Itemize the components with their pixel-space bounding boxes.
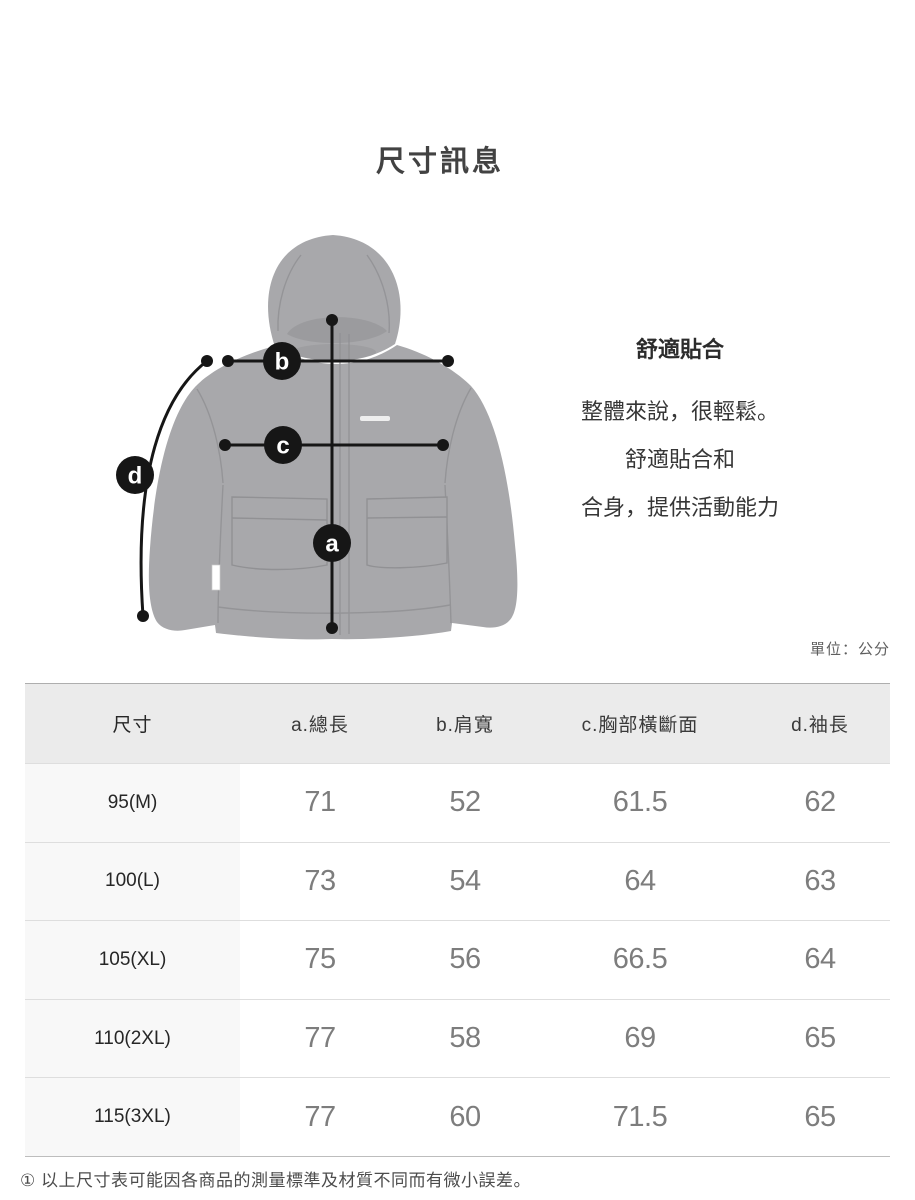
size-label: 95(M)	[25, 764, 240, 842]
hem-tag	[211, 564, 221, 591]
table-row: 105(XL) 75 56 66.5 64	[25, 921, 890, 1000]
table-row: 115(3XL) 77 60 71.5 65	[25, 1078, 890, 1156]
chest-logo	[360, 416, 390, 421]
size-table: 尺寸 a.總長 b.肩寬 c.胸部橫斷面 d.袖長 95(M) 71 52 61…	[25, 683, 890, 1157]
fit-line: 合身，提供活動能力	[580, 495, 779, 520]
value-total-length: 77	[304, 1022, 336, 1055]
fit-heading: 舒適貼合	[635, 337, 724, 362]
marker-a-label: a	[325, 530, 339, 557]
value-chest: 64	[624, 864, 656, 897]
value-total-length: 71	[304, 786, 336, 819]
measure-line-c	[219, 439, 449, 451]
column-header-sleeve: d.袖長	[791, 715, 849, 736]
value-sleeve: 63	[804, 864, 836, 897]
size-label: 110(2XL)	[25, 999, 240, 1078]
value-total-length: 75	[304, 943, 336, 976]
value-chest: 66.5	[612, 943, 668, 976]
marker-d: d	[116, 456, 154, 494]
column-header-chest: c.胸部橫斷面	[581, 715, 699, 736]
table-row: 95(M) 71 52 61.5 62	[25, 764, 890, 843]
column-header-shoulder: b.肩寬	[436, 715, 494, 736]
fit-line: 整體來說，很輕鬆。	[580, 399, 779, 424]
value-chest: 61.5	[612, 786, 668, 819]
value-sleeve: 65	[804, 1022, 836, 1055]
table-row: 100(L) 73 54 64 63	[25, 842, 890, 922]
measure-line-d	[137, 355, 213, 622]
value-sleeve: 65	[804, 1100, 836, 1133]
value-shoulder: 52	[449, 786, 481, 819]
unit-label: 單位：公分	[809, 641, 890, 658]
value-shoulder: 58	[449, 1022, 481, 1055]
value-total-length: 77	[304, 1100, 336, 1133]
marker-c-label: c	[276, 432, 289, 459]
value-chest: 69	[624, 1022, 656, 1055]
fit-line: 舒適貼合和	[624, 447, 735, 472]
jacket-diagram: a b c d	[116, 235, 518, 640]
size-label: 115(3XL)	[25, 1078, 240, 1156]
column-header-size: 尺寸	[112, 715, 153, 736]
marker-a: a	[313, 524, 351, 562]
size-label: 105(XL)	[25, 921, 240, 999]
footnote: ① 以上尺寸表可能因各商品的測量標準及材質不同而有微小誤差。	[20, 1171, 531, 1190]
value-total-length: 73	[304, 864, 336, 897]
marker-b-label: b	[275, 348, 290, 375]
value-shoulder: 54	[449, 864, 481, 897]
marker-b: b	[263, 342, 301, 380]
value-shoulder: 56	[449, 943, 481, 976]
marker-d-label: d	[128, 462, 143, 489]
table-header-row: 尺寸 a.總長 b.肩寬 c.胸部橫斷面 d.袖長	[25, 684, 890, 764]
table-row: 110(2XL) 77 58 69 65	[25, 999, 890, 1079]
size-label: 100(L)	[25, 842, 240, 921]
page-title: 尺寸訊息	[375, 146, 504, 178]
marker-c: c	[264, 426, 302, 464]
value-chest: 71.5	[612, 1100, 668, 1133]
value-sleeve: 64	[804, 943, 836, 976]
value-sleeve: 62	[804, 786, 836, 819]
measure-line-a	[326, 314, 338, 634]
column-header-total-length: a.總長	[291, 715, 349, 736]
fit-description: 舒適貼合 整體來說，很輕鬆。 舒適貼合和 合身，提供活動能力	[510, 332, 850, 532]
value-shoulder: 60	[449, 1100, 481, 1133]
